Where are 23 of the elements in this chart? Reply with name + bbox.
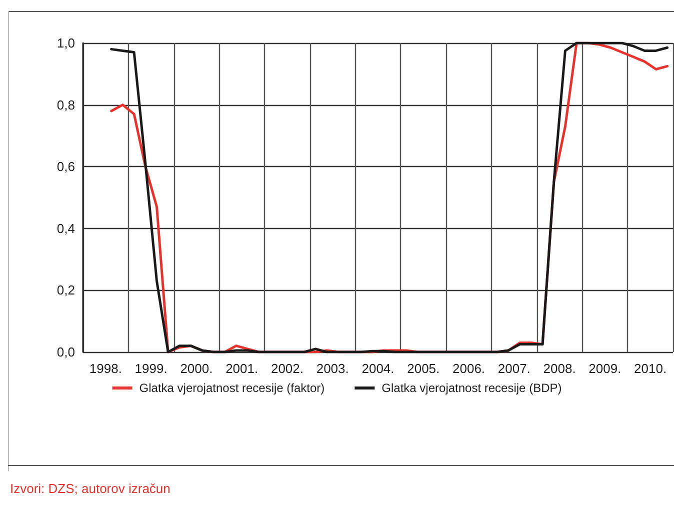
y-tick-label: 0,4 — [56, 220, 75, 236]
text: Izvori: DZS; autorov izračun — [10, 481, 170, 496]
x-tick-label: 2003. — [316, 361, 349, 376]
y-tick-label: 0,6 — [56, 159, 75, 174]
x-tick-label: 2002. — [270, 361, 304, 376]
x-tick-label: 1999. — [134, 361, 168, 376]
x-tick-label: 2000. — [180, 361, 213, 376]
x-tick-label: 2008. — [543, 361, 576, 376]
y-tick-label: 1,0 — [56, 36, 75, 50]
line-series — [110, 42, 669, 354]
x-tick-label: 1998. — [89, 361, 122, 376]
legend-label: Glatka vjerojatnost recesije (faktor) — [139, 381, 325, 395]
x-tick-label: 2010. — [634, 361, 667, 376]
x-tick-label: 2007. — [498, 361, 530, 376]
x-tick-label: 2009. — [588, 361, 622, 376]
x-tick-label: 2001. — [226, 361, 258, 376]
x-tick-label: 2004. — [362, 361, 394, 376]
y-tick-label: 0,0 — [56, 344, 75, 360]
y-tick-label: 0,8 — [56, 97, 75, 112]
y-tick-label: 0,2 — [56, 282, 75, 298]
legend-label: Glatka vjerojatnost recesije (BDP) — [382, 381, 562, 395]
x-tick-label: 2005. — [407, 361, 440, 376]
x-tick-label: 2006. — [452, 361, 486, 376]
